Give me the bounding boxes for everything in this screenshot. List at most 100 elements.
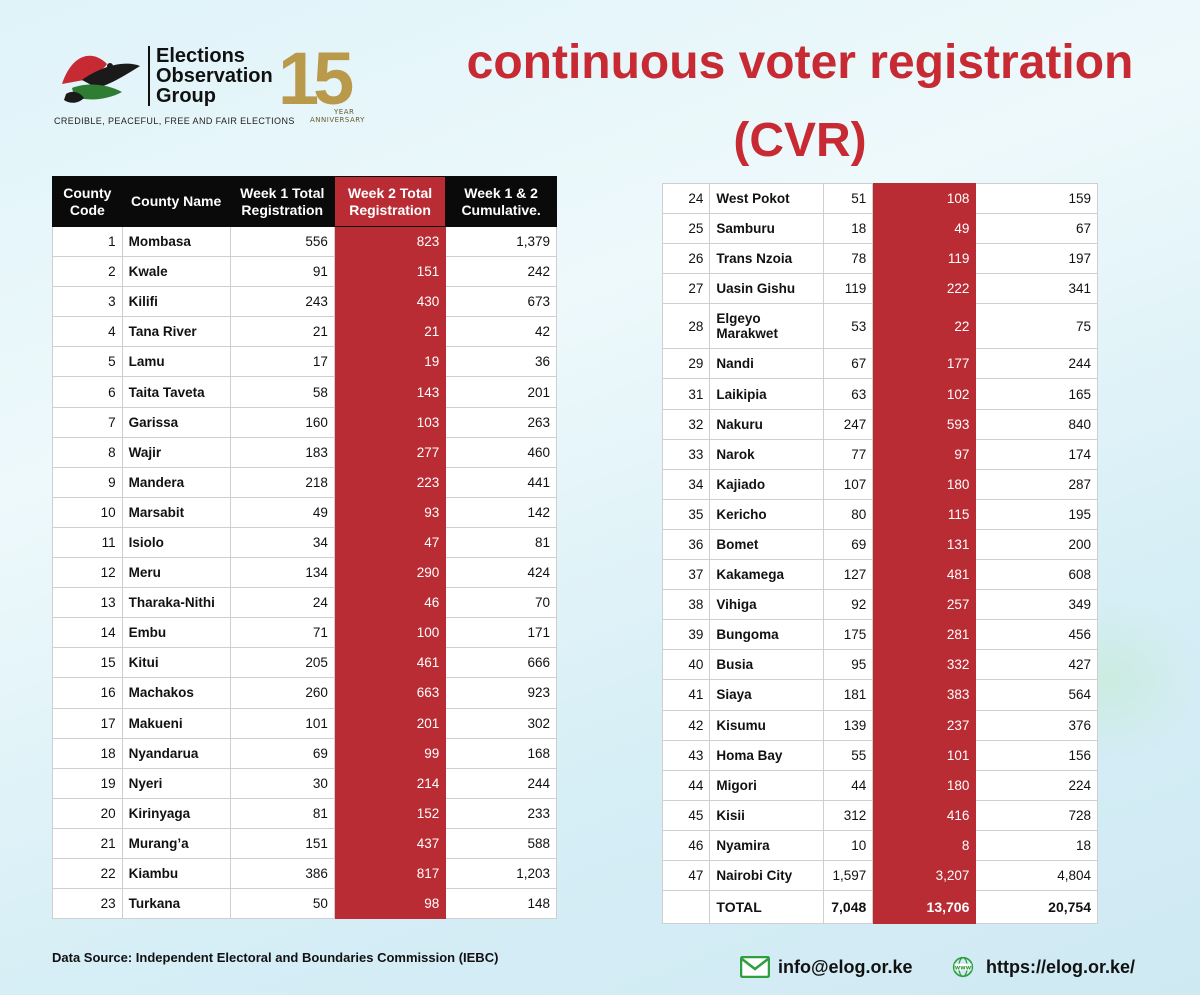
cumulative-cell: 287 (975, 468, 1098, 500)
week2-cell: 119 (872, 243, 977, 275)
cumulative-cell: 168 (445, 737, 557, 769)
website-link[interactable]: https://elog.or.ke/ (986, 956, 1136, 977)
week1-cell: 183 (229, 436, 335, 468)
table-row: 44 Migori 44 180 224 (661, 769, 1098, 801)
week1-cell: 18 (822, 213, 874, 245)
county-code-cell: 47 (661, 859, 711, 892)
week2-cell: 223 (333, 466, 447, 498)
table-row: 32 Nakuru 247 593 840 (661, 408, 1098, 440)
county-name-cell: Kirinyaga (121, 797, 231, 829)
county-code-cell: 12 (52, 557, 123, 589)
table-row: 23 Turkana 50 98 148 (52, 888, 557, 920)
table-row: 26 Trans Nzoia 78 119 197 (661, 243, 1098, 275)
county-code-cell: 36 (661, 528, 711, 561)
cumulative-cell: 923 (445, 677, 557, 709)
county-name-cell: Meru (121, 557, 231, 589)
county-name-cell: Nandi (709, 348, 824, 380)
county-name-cell: Nyamira (709, 829, 824, 861)
county-name-cell: Kisumu (709, 709, 824, 741)
week1-cell: 119 (822, 273, 874, 305)
county-name-cell: Murang’a (121, 827, 231, 859)
cumulative-cell: 341 (975, 273, 1098, 305)
table-row: 38 Vihiga 92 257 349 (661, 589, 1098, 621)
week1-cell: 260 (229, 677, 335, 709)
cumulative-cell: 242 (445, 256, 557, 288)
header-week1: Week 1 Total Registration (229, 176, 335, 227)
week2-cell: 201 (333, 707, 447, 739)
week2-cell: 19 (333, 346, 447, 378)
org-name-line: Observation (156, 65, 273, 87)
week1-cell: 58 (229, 376, 335, 408)
week2-cell: 93 (333, 496, 447, 528)
cumulative-cell: 424 (445, 557, 557, 589)
cumulative-cell: 197 (975, 243, 1098, 275)
contact-email[interactable]: info@elog.or.ke (740, 956, 913, 978)
table-row: 45 Kisii 312 416 728 (661, 799, 1098, 831)
table-row: 4 Tana River 21 21 42 (52, 316, 557, 348)
cumulative-cell: 195 (975, 498, 1098, 530)
cumulative-cell: 201 (445, 376, 557, 408)
contact-website[interactable]: www https://elog.or.ke/ (948, 956, 1135, 978)
table-row: 42 Kisumu 139 237 376 (661, 709, 1098, 741)
week1-cell: 71 (229, 617, 335, 649)
week2-cell: 214 (333, 767, 447, 799)
week1-cell: 247 (822, 408, 874, 440)
cumulative-cell: 608 (975, 559, 1098, 591)
county-name-cell: Nyandarua (121, 737, 231, 769)
table-row: 37 Kakamega 127 481 608 (661, 559, 1098, 591)
table-row: 29 Nandi 67 177 244 (661, 348, 1098, 380)
cumulative-cell: 70 (445, 587, 557, 619)
week2-cell: 49 (872, 213, 977, 245)
county-code-cell: 23 (52, 888, 123, 920)
table-row: 8 Wajir 183 277 460 (52, 436, 557, 468)
title-line: (CVR) (733, 114, 867, 167)
county-code-cell: 21 (52, 827, 123, 859)
county-name-cell: Lamu (121, 346, 231, 378)
county-code-cell: 5 (52, 346, 123, 378)
table-row: 39 Bungoma 175 281 456 (661, 619, 1098, 651)
week1-cell: 34 (229, 526, 335, 559)
week1-cell: 30 (229, 767, 335, 799)
week2-cell: 237 (872, 709, 977, 741)
total-row: TOTAL 7,048 13,706 20,754 (661, 890, 1098, 925)
county-name-cell: Isiolo (121, 526, 231, 559)
cumulative-cell: 67 (975, 213, 1098, 245)
week2-cell: 143 (333, 376, 447, 408)
week1-cell: 134 (229, 557, 335, 589)
cumulative-cell: 224 (975, 769, 1098, 801)
week2-cell: 22 (872, 303, 977, 350)
week2-cell: 151 (333, 256, 447, 288)
email-link[interactable]: info@elog.or.ke (778, 956, 913, 977)
county-name-cell: Mombasa (121, 225, 231, 258)
week1-cell: 81 (229, 797, 335, 829)
anniversary-number: 15 (278, 37, 354, 120)
table-row: 20 Kirinyaga 81 152 233 (52, 797, 557, 829)
table-row: 35 Kericho 80 115 195 (661, 498, 1098, 530)
county-name-cell: Kilifi (121, 286, 231, 318)
county-code-cell: 32 (661, 408, 711, 440)
table-row: 10 Marsabit 49 93 142 (52, 496, 557, 528)
county-name-cell: Kisii (709, 799, 824, 831)
county-name-cell: Marsabit (121, 496, 231, 528)
week1-cell: 92 (822, 589, 874, 621)
county-code-cell: 9 (52, 466, 123, 498)
cumulative-cell: 840 (975, 408, 1098, 440)
cumulative-cell: 673 (445, 286, 557, 318)
table-row: 33 Narok 77 97 174 (661, 438, 1098, 470)
week2-cell: 461 (333, 647, 447, 679)
county-code-cell: 16 (52, 677, 123, 709)
org-name-line: Group (156, 85, 216, 107)
county-name-cell: Laikipia (709, 378, 824, 410)
table-row: 1 Mombasa 556 823 1,379 (52, 225, 557, 258)
week2-cell: 3,207 (872, 859, 977, 892)
week1-cell: 69 (822, 528, 874, 561)
cumulative-cell: 42 (445, 316, 557, 348)
week1-cell: 95 (822, 649, 874, 681)
county-name-cell: Nakuru (709, 408, 824, 440)
county-code-cell: 29 (661, 348, 711, 380)
svg-text:www: www (955, 966, 972, 972)
week1-cell: 139 (822, 709, 874, 741)
cumulative-cell: 302 (445, 707, 557, 739)
dove-logo-icon (62, 55, 140, 103)
week1-cell: 63 (822, 378, 874, 410)
